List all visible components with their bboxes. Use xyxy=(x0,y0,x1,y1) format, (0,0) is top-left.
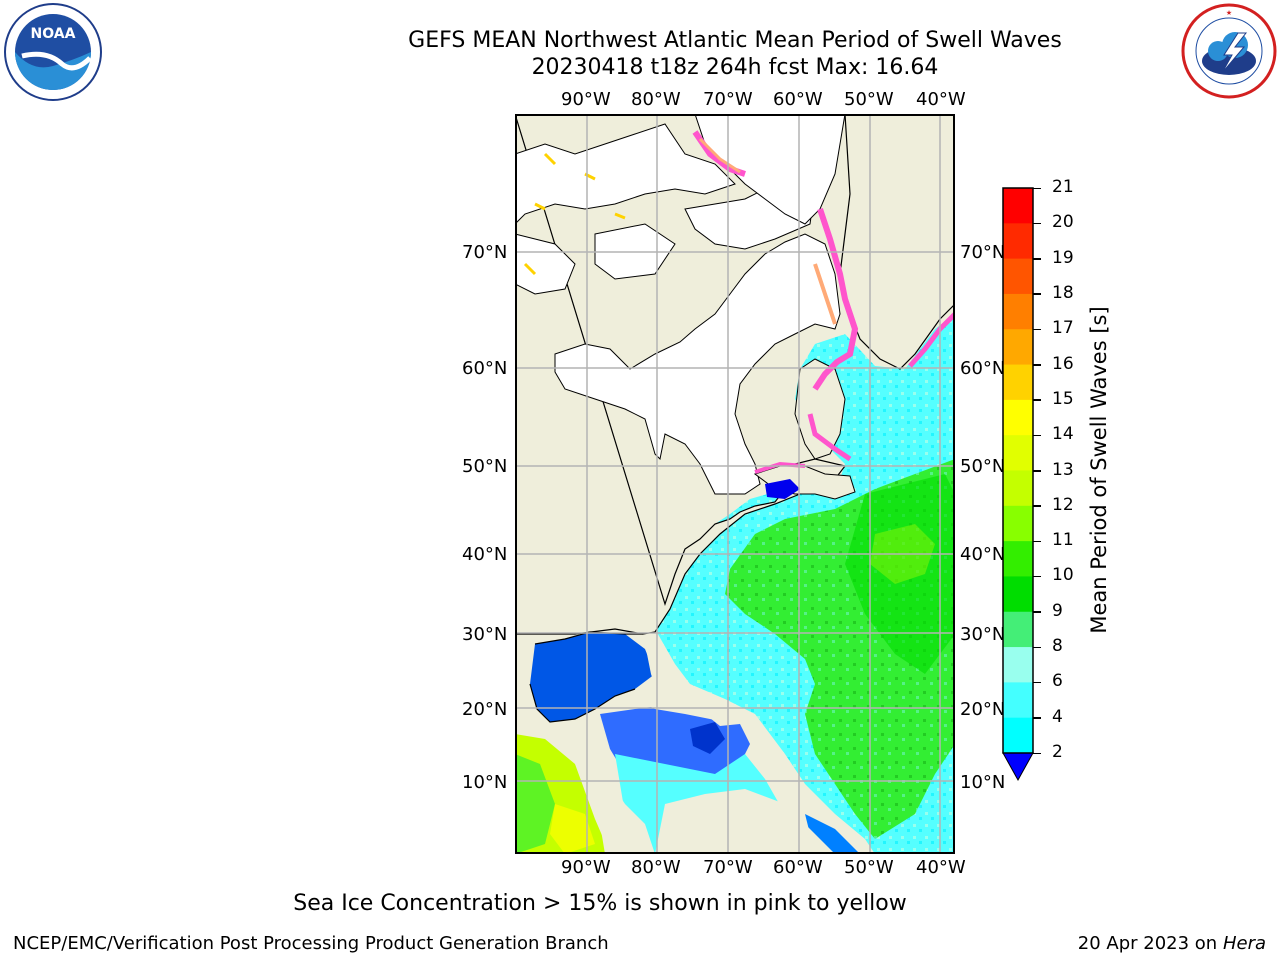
colorbar-tick-label: 4 xyxy=(1052,706,1063,727)
noaa-logo-text: NOAA xyxy=(31,26,76,42)
colorbar-tick xyxy=(1033,293,1041,295)
chart-title: GEFS MEAN Northwest Atlantic Mean Period… xyxy=(408,28,1062,53)
colorbar-tick xyxy=(1033,434,1041,437)
colorbar-band xyxy=(1003,505,1033,542)
lon-label: 80°W xyxy=(631,857,681,878)
lat-label: 60°N xyxy=(960,358,1006,379)
colorbar-tick xyxy=(1033,505,1041,507)
colorbar-band xyxy=(1003,258,1033,295)
colorbar-tick xyxy=(1033,328,1041,331)
colorbar-tick xyxy=(1033,222,1041,225)
colorbar-tick-label: 12 xyxy=(1052,494,1074,515)
colorbar-tick-label: 20 xyxy=(1052,212,1074,233)
colorbar-tick-label: 14 xyxy=(1052,424,1074,445)
colorbar-tick-label: 8 xyxy=(1052,636,1063,657)
lon-label: 40°W xyxy=(916,857,966,878)
colorbar-tick xyxy=(1033,646,1041,649)
footer-machine: Hera xyxy=(1222,933,1266,954)
lon-label: 70°W xyxy=(703,89,753,110)
svg-text:★: ★ xyxy=(1226,9,1232,17)
colorbar-tick-label: 2 xyxy=(1052,742,1063,762)
colorbar-band xyxy=(1003,399,1033,436)
colorbar-band xyxy=(1003,223,1033,260)
colorbar-tick xyxy=(1033,717,1041,719)
lat-label: 30°N xyxy=(462,624,508,645)
colorbar-tick-label: 16 xyxy=(1052,353,1074,374)
colorbar-tick-label: 6 xyxy=(1052,671,1063,692)
colorbar-band xyxy=(1003,435,1033,471)
colorbar-band xyxy=(1003,541,1033,577)
lat-label: 40°N xyxy=(960,544,1006,565)
colorbar-tick xyxy=(1033,258,1041,260)
colorbar-band xyxy=(1003,293,1033,330)
lat-label: 30°N xyxy=(960,624,1006,645)
lat-label: 50°N xyxy=(462,456,508,477)
colorbar-band xyxy=(1003,611,1033,648)
colorbar-band xyxy=(1003,682,1033,719)
lon-label: 70°W xyxy=(703,857,753,878)
graticule xyxy=(515,114,955,854)
lon-label: 90°W xyxy=(561,857,611,878)
noaa-logo: NOAA xyxy=(4,3,102,101)
lat-label: 10°N xyxy=(960,772,1006,793)
colorbar-tick xyxy=(1033,187,1041,189)
lat-label: 20°N xyxy=(462,699,508,720)
colorbar-tick xyxy=(1033,540,1041,543)
lat-label: 70°N xyxy=(960,242,1006,263)
colorbar-band xyxy=(1003,470,1033,507)
colorbar-tick xyxy=(1033,364,1041,366)
lat-label: 20°N xyxy=(960,699,1006,720)
chart-subtitle: 20230418 t18z 264h fcst Max: 16.64 xyxy=(531,55,939,80)
nws-logo: ★ xyxy=(1181,3,1277,99)
map-panel xyxy=(515,114,955,854)
colorbar-tick xyxy=(1033,470,1041,472)
lat-label: 50°N xyxy=(960,456,1006,477)
colorbar-tick xyxy=(1033,752,1041,754)
footer-credit: NCEP/EMC/Verification Post Processing Pr… xyxy=(13,933,609,954)
lon-label: 90°W xyxy=(561,89,611,110)
lat-label: 70°N xyxy=(462,242,508,263)
colorbar-tick xyxy=(1033,611,1041,613)
colorbar-tick xyxy=(1033,575,1041,578)
colorbar-tick-label: 19 xyxy=(1052,247,1074,268)
colorbar-tick-label: 21 xyxy=(1052,177,1074,197)
lon-label: 40°W xyxy=(916,89,966,110)
colorbar-band xyxy=(1003,717,1033,754)
land-greenland xyxy=(839,114,955,370)
lon-label: 80°W xyxy=(631,89,681,110)
colorbar-tick-label: 10 xyxy=(1052,565,1074,586)
colorbar-band xyxy=(1003,576,1033,613)
lon-label: 60°W xyxy=(773,857,823,878)
colorbar-tick-label: 13 xyxy=(1052,459,1074,480)
sea-ice-note: Sea Ice Concentration > 15% is shown in … xyxy=(293,891,907,916)
sea-ice-fringe-greenland xyxy=(812,208,859,391)
colorbar-tick-label: 17 xyxy=(1052,318,1074,339)
lon-label: 50°W xyxy=(844,857,894,878)
colorbar xyxy=(1002,187,1034,782)
colorbar-band xyxy=(1003,329,1033,366)
colorbar-tick-label: 11 xyxy=(1052,530,1074,551)
colorbar-tick-label: 15 xyxy=(1052,388,1074,409)
footer-date: 20 Apr 2023 on Hera xyxy=(1077,933,1266,954)
colorbar-tick-label: 9 xyxy=(1052,600,1063,621)
colorbar-band xyxy=(1003,364,1033,401)
colorbar-tick xyxy=(1033,681,1041,684)
lon-label: 50°W xyxy=(844,89,894,110)
colorbar-tick xyxy=(1033,399,1041,401)
lat-label: 60°N xyxy=(462,358,508,379)
colorbar-band xyxy=(1003,647,1033,683)
ocean-gulf xyxy=(530,632,655,722)
colorbar-label: Mean Period of Swell Waves [s] xyxy=(1087,306,1111,634)
colorbar-band xyxy=(1003,188,1033,224)
colorbar-tick-label: 18 xyxy=(1052,282,1074,303)
lat-label: 40°N xyxy=(462,544,508,565)
lat-label: 10°N xyxy=(462,772,508,793)
lon-label: 60°W xyxy=(773,89,823,110)
